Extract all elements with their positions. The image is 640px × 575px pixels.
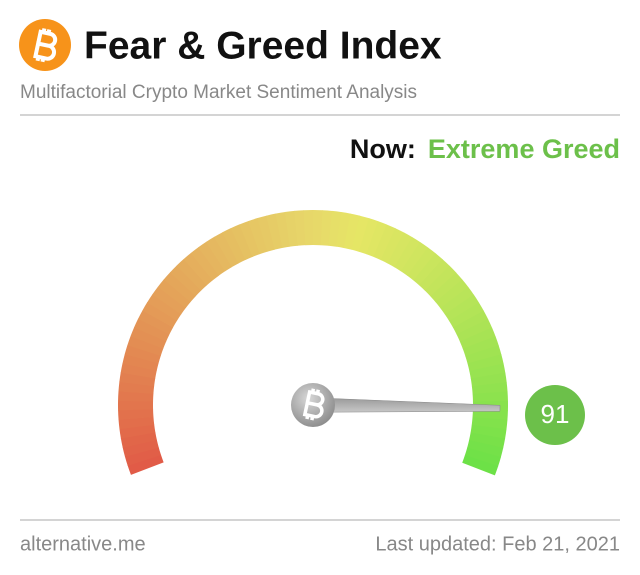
gauge-segment	[176, 258, 208, 291]
gauge-segment	[465, 345, 502, 364]
gauge-segment	[198, 241, 226, 276]
gauge-segment	[471, 382, 508, 395]
gauge-segment	[469, 363, 506, 379]
gauge-segment	[313, 210, 323, 246]
hub-symbol	[302, 388, 325, 421]
gauge-segment	[142, 302, 178, 328]
gauge-segment	[118, 381, 155, 394]
gauge-segment	[157, 279, 191, 309]
gauge-segment	[284, 210, 298, 247]
gauge: 91	[118, 209, 585, 476]
gauge-segment	[328, 210, 342, 247]
gauge-segment	[222, 228, 246, 264]
gauge-segment	[257, 215, 276, 252]
gauge-segment	[413, 253, 443, 286]
gauge-segment	[120, 432, 157, 448]
gauge-segment	[248, 218, 268, 255]
gauge-segment	[472, 409, 508, 421]
logo	[19, 19, 71, 71]
gauge-segment	[435, 279, 469, 309]
gauge-segment	[464, 447, 501, 467]
gauge-segment	[152, 286, 186, 315]
gauge-segment	[440, 286, 474, 315]
gauge-segment	[118, 391, 154, 402]
gauge-segment	[118, 416, 155, 430]
gauge-segment	[205, 236, 233, 272]
gauge-segment	[147, 294, 182, 321]
gauge-segment	[449, 302, 484, 328]
gauge-segment	[118, 409, 154, 420]
source: alternative.me	[20, 533, 146, 555]
gauge-segment	[380, 228, 405, 264]
gauge-segment	[303, 209, 314, 246]
gauge-segment	[407, 247, 436, 281]
chart-subtitle: Multifactorial Crypto Market Sentiment A…	[20, 82, 417, 103]
gauge-segment	[127, 335, 164, 356]
gauge-segment	[470, 424, 507, 439]
gauge-segment	[266, 213, 283, 250]
gauge-segment	[134, 318, 170, 342]
gauge-segment	[373, 224, 396, 261]
gauge-segment	[169, 265, 202, 297]
gauge-segment	[163, 272, 196, 303]
gauge-segment	[130, 327, 167, 349]
gauge-segment	[190, 247, 220, 281]
gauge-segment	[453, 310, 489, 335]
gauge-segment	[336, 212, 352, 249]
value-label: 91	[541, 399, 570, 429]
value-badge	[525, 385, 585, 445]
gauge-segment	[343, 213, 361, 250]
gauge-segment	[124, 447, 162, 466]
gauge-segment	[462, 336, 499, 357]
gauge-segment	[470, 372, 507, 387]
gauge-segment	[137, 310, 174, 335]
gauge-segment	[430, 272, 463, 303]
gauge-segment	[213, 232, 239, 268]
gauge-segment	[122, 439, 159, 457]
gauge-segment	[394, 237, 421, 272]
gauge-segment	[118, 400, 154, 411]
gauge-segment	[471, 417, 508, 430]
gauge-segment	[119, 372, 156, 387]
gauge-segment	[358, 218, 379, 255]
gauge-segment	[230, 224, 253, 260]
gauge-segment	[467, 354, 504, 372]
gauge-segment	[239, 220, 261, 257]
gauge-segment	[459, 327, 496, 350]
gauge-segment	[183, 252, 213, 286]
gauge-segment	[122, 353, 159, 371]
classification: Extreme Greed	[428, 134, 620, 164]
gauge-segment	[419, 259, 450, 291]
gauge-segment	[127, 454, 164, 475]
chart-title: Fear & Greed Index	[84, 24, 442, 67]
now-label: Now:	[350, 134, 416, 164]
gauge-segment	[444, 294, 480, 322]
gauge-segment	[424, 265, 457, 297]
gauge-segment	[469, 432, 506, 449]
gauge-segment	[120, 362, 157, 379]
now-line: Now: Extreme Greed	[350, 134, 620, 164]
gauge-segment	[462, 455, 499, 476]
gauge-segment	[366, 221, 388, 258]
gauge-segment	[472, 391, 508, 403]
gauge-segment	[387, 232, 413, 268]
gauge-segment	[124, 344, 161, 364]
gauge-segment	[294, 210, 306, 246]
gauge-segment	[467, 440, 504, 458]
gauge-segment	[400, 242, 429, 276]
gauge-segment	[351, 215, 370, 252]
logo-symbol	[33, 28, 58, 63]
updated: Last updated: Feb 21, 2021	[375, 533, 620, 555]
gauge-segment	[456, 318, 493, 342]
